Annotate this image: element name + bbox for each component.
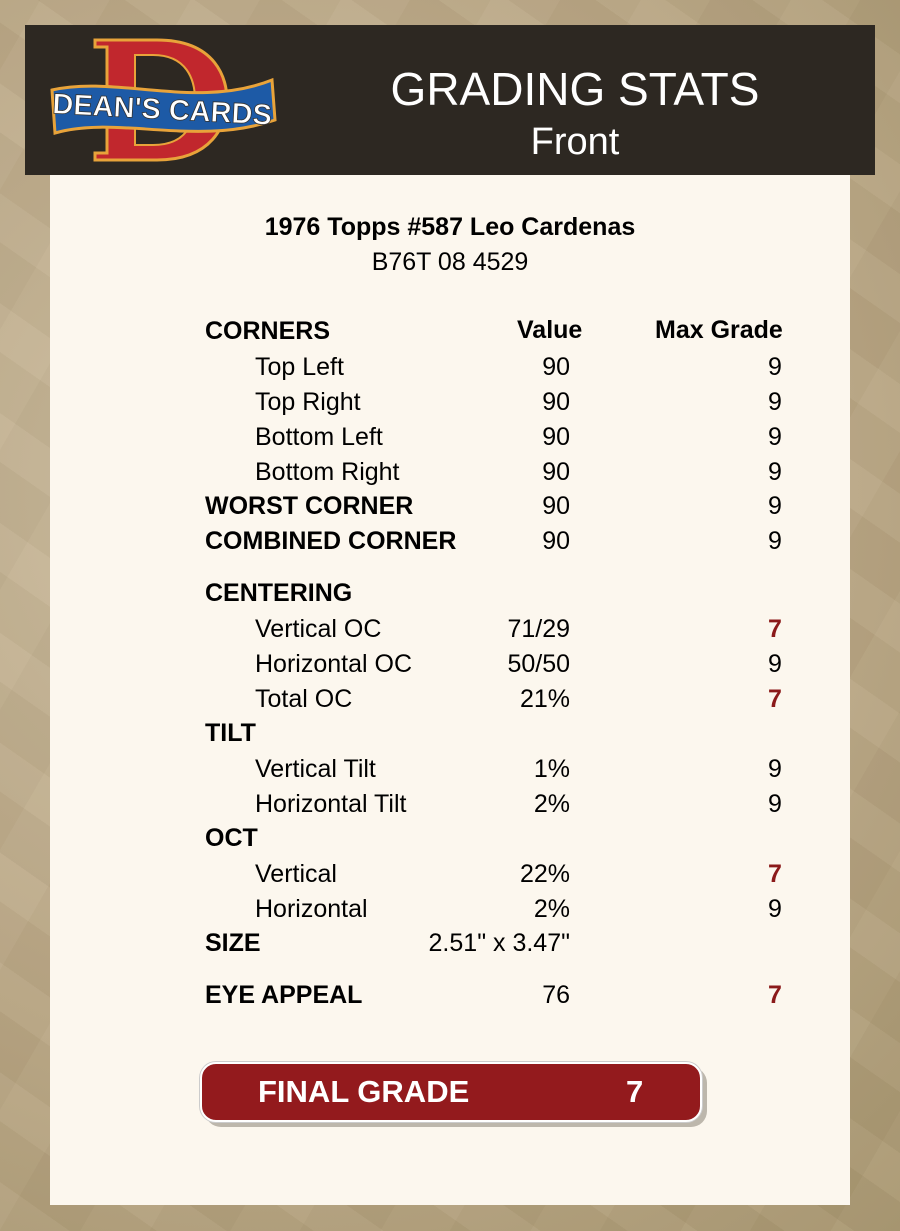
stat-value: 90 [542, 527, 570, 555]
stat-row: Vertical 22% 7 [50, 859, 850, 889]
stat-label: Bottom Left [255, 423, 383, 451]
stat-max-grade: 9 [768, 458, 782, 486]
final-grade-label: FINAL GRADE [258, 1074, 470, 1109]
stat-max-grade: 9 [768, 492, 782, 520]
stat-value: 90 [542, 458, 570, 486]
stat-row: Top Right 90 9 [50, 387, 850, 417]
stat-value: 90 [542, 388, 570, 416]
stat-label: CENTERING [205, 579, 353, 607]
stat-value: 71/29 [507, 615, 570, 643]
stat-value: 22% [519, 860, 570, 888]
stat-max-grade: 7 [768, 860, 782, 888]
stat-row: TILT [50, 718, 850, 748]
stat-row: EYE APPEAL 76 7 [50, 980, 850, 1010]
stat-max-grade: 9 [768, 388, 782, 416]
stat-row: CENTERING [50, 578, 850, 608]
stat-value: 50/50 [507, 650, 570, 678]
stat-row: CORNERS [50, 316, 850, 346]
stat-label: Top Right [255, 388, 361, 416]
stat-row: Bottom Right 90 9 [50, 457, 850, 487]
stat-row: Vertical Tilt 1% 9 [50, 754, 850, 784]
stat-row: Horizontal 2% 9 [50, 894, 850, 924]
stat-max-grade: 7 [768, 981, 782, 1009]
page-title: GRADING STATS [390, 63, 760, 115]
stat-value: 2% [533, 895, 570, 923]
stat-label: SIZE [205, 929, 261, 957]
stat-row: Bottom Left 90 9 [50, 422, 850, 452]
value-column-header: Value [517, 316, 583, 344]
stat-max-grade: 9 [768, 527, 782, 555]
stat-label: Horizontal OC [255, 650, 412, 678]
stat-max-grade: 7 [768, 615, 782, 643]
stat-row: SIZE 2.51" x 3.47" [50, 928, 850, 958]
stat-label: Vertical OC [255, 615, 382, 643]
stat-label: OCT [205, 824, 258, 852]
stat-value: 90 [542, 353, 570, 381]
stat-value: 2.51" x 3.47" [428, 929, 570, 957]
stat-value: 90 [542, 492, 570, 520]
stat-label: Bottom Right [255, 458, 400, 486]
stat-label: Total OC [255, 685, 353, 713]
stat-row: Vertical OC 71/29 7 [50, 614, 850, 644]
final-grade-badge: FINAL GRADE 7 [200, 1062, 702, 1122]
stat-row: Total OC 21% 7 [50, 684, 850, 714]
page-subtitle: Front [530, 121, 620, 163]
stat-max-grade: 9 [768, 650, 782, 678]
final-grade-value: 7 [626, 1074, 644, 1109]
stat-max-grade: 7 [768, 685, 782, 713]
stat-label: CORNERS [205, 317, 331, 345]
header: DEAN'S CARDS GRADING STATS Front [25, 25, 875, 175]
stat-row: WORST CORNER 90 9 [50, 491, 850, 521]
stat-label: Vertical [255, 860, 337, 888]
stat-value: 90 [542, 423, 570, 451]
stat-value: 1% [533, 755, 570, 783]
stat-row: OCT [50, 823, 850, 853]
stat-value: 2% [533, 790, 570, 818]
stat-label: Vertical Tilt [255, 755, 376, 783]
stat-max-grade: 9 [768, 790, 782, 818]
stat-label: Horizontal Tilt [255, 790, 407, 818]
stat-label: WORST CORNER [205, 492, 414, 520]
card-name: 1976 Topps #587 Leo Cardenas [264, 213, 636, 241]
stat-label: COMBINED CORNER [205, 527, 457, 555]
stat-value: 21% [519, 685, 570, 713]
stats-panel: 1976 Topps #587 Leo Cardenas B76T 08 452… [50, 175, 850, 1205]
stat-row: Top Left 90 9 [50, 352, 850, 382]
stat-label: EYE APPEAL [205, 981, 363, 1009]
stat-row: COMBINED CORNER 90 9 [50, 526, 850, 556]
stat-max-grade: 9 [768, 895, 782, 923]
stat-value: 76 [542, 981, 570, 1009]
stat-max-grade: 9 [768, 353, 782, 381]
deans-cards-logo: DEAN'S CARDS [50, 38, 277, 162]
card-id: B76T 08 4529 [371, 248, 529, 276]
stat-label: Top Left [255, 353, 344, 381]
stat-label: Horizontal [255, 895, 368, 923]
stat-label: TILT [205, 719, 256, 747]
stat-row: Horizontal OC 50/50 9 [50, 649, 850, 679]
stat-max-grade: 9 [768, 755, 782, 783]
stat-max-grade: 9 [768, 423, 782, 451]
max-grade-column-header: Max Grade [655, 316, 783, 344]
stat-row: Horizontal Tilt 2% 9 [50, 789, 850, 819]
